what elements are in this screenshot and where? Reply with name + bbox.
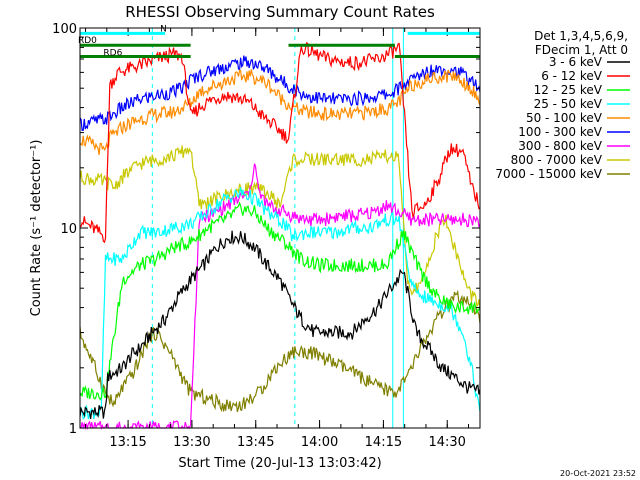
legend-label: 12 - 25 keV: [534, 83, 603, 97]
y-tick-label: 10: [60, 222, 77, 237]
legend: Det 1,3,4,5,6,9,FDecim 1, Att 03 - 6 keV…: [495, 29, 630, 181]
series-line: [79, 145, 481, 310]
legend-label: 6 - 12 keV: [541, 69, 603, 83]
flag-label: N: [160, 24, 167, 34]
y-tick-label: 1: [69, 422, 77, 437]
x-axis-label: Start Time (20-Jul-13 13:03:42): [178, 456, 381, 471]
legend-label: 3 - 6 keV: [549, 55, 603, 69]
x-tick-label: 14:15: [365, 435, 402, 450]
legend-label: 800 - 7000 keV: [511, 153, 603, 167]
x-tick-label: 13:45: [237, 435, 274, 450]
series-line: [79, 230, 481, 419]
legend-header: Det 1,3,4,5,6,9,: [534, 29, 628, 43]
legend-label: 100 - 300 keV: [518, 125, 602, 139]
legend-label: 50 - 100 keV: [526, 111, 603, 125]
y-tick-label: 100: [52, 22, 77, 37]
chart-title: RHESSI Observing Summary Count Rates: [125, 3, 435, 21]
series-line: [79, 55, 481, 132]
y-axis-label: Count Rate (s⁻¹ detector⁻¹): [29, 140, 44, 317]
x-tick-label: 13:30: [173, 435, 210, 450]
series-line: [79, 289, 481, 413]
series-line: [79, 187, 481, 420]
x-axis: 13:15 13:30 13:45 14:00 14:15 14:30: [85, 28, 470, 450]
flag-bars: N RD0 RD6: [78, 24, 480, 59]
series-line: [79, 41, 481, 244]
series-line: [79, 69, 481, 155]
legend-label: 25 - 50 keV: [534, 97, 603, 111]
series-line: [79, 201, 481, 401]
legend-label: 7000 - 15000 keV: [495, 167, 602, 181]
legend-label: 300 - 800 keV: [518, 139, 602, 153]
flag-label: RD0: [78, 36, 97, 46]
plot-area: [79, 28, 481, 431]
x-tick-label: 14:00: [301, 435, 338, 450]
legend-header: FDecim 1, Att 0: [535, 43, 628, 57]
flag-label: RD6: [103, 49, 122, 59]
x-tick-label: 14:30: [428, 435, 465, 450]
x-tick-label: 13:15: [109, 435, 146, 450]
plot-frame: [79, 27, 481, 429]
footer-timestamp: 20-Oct-2021 23:52: [560, 469, 636, 478]
series-line: [80, 163, 481, 431]
